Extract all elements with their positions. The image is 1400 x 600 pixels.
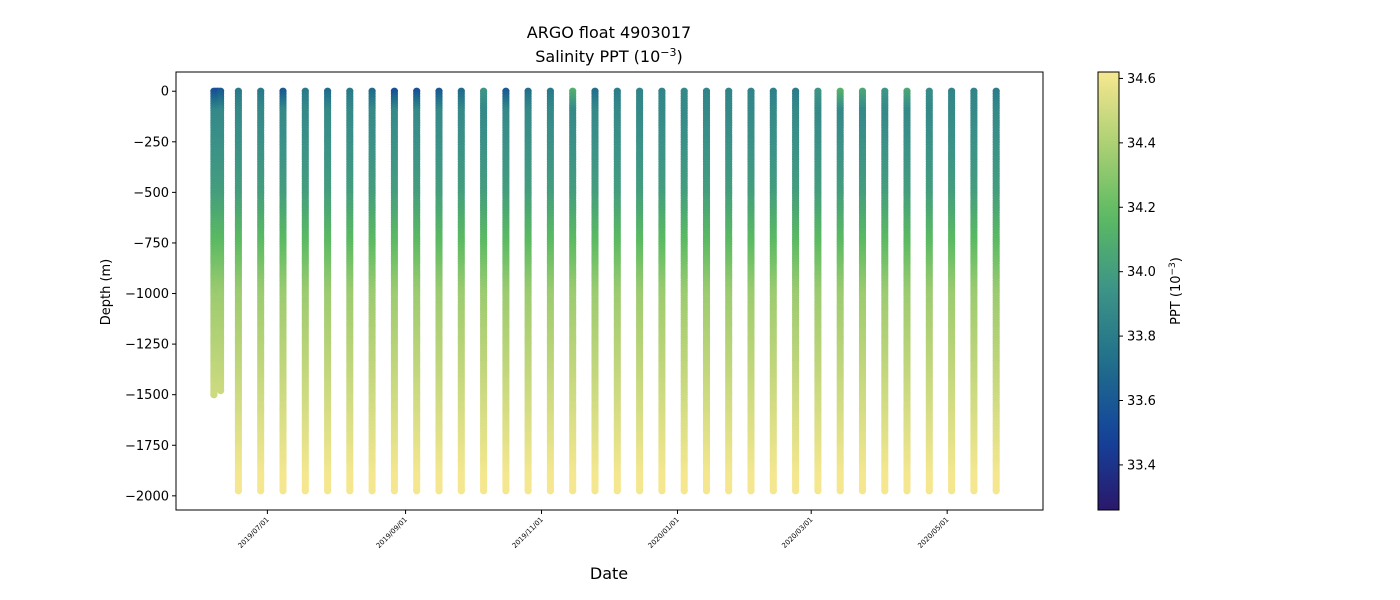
profile-2019-12-05 bbox=[613, 87, 621, 495]
title-line2-main: Salinity PPT (10 bbox=[535, 47, 660, 66]
profile-point bbox=[569, 487, 577, 495]
profile-2019-08-17 bbox=[368, 87, 376, 495]
profile-2019-11-25 bbox=[591, 87, 599, 495]
profile-point bbox=[792, 487, 800, 495]
title-line2-sup: −3 bbox=[660, 46, 676, 59]
profile-2020-01-04 bbox=[680, 87, 688, 495]
profile-point bbox=[769, 487, 777, 495]
profile-2020-03-14 bbox=[836, 87, 844, 495]
profile-point bbox=[658, 487, 666, 495]
profile-point bbox=[613, 487, 621, 495]
profile-point bbox=[257, 487, 265, 495]
profile-2019-12-15 bbox=[636, 87, 644, 495]
profile-point bbox=[368, 487, 376, 495]
profile-point bbox=[210, 391, 218, 399]
profile-point bbox=[413, 487, 421, 495]
profile-2019-09-16 bbox=[435, 87, 443, 495]
profile-2019-12-25 bbox=[658, 87, 666, 495]
profile-2019-06-28 bbox=[257, 87, 265, 495]
profile-2019-09-26 bbox=[457, 87, 465, 495]
profile-2019-11-15 bbox=[569, 87, 577, 495]
profile-2020-02-03 bbox=[747, 87, 755, 495]
profile-2019-11-05 bbox=[546, 87, 555, 495]
profile-point bbox=[747, 487, 755, 495]
profile-point bbox=[301, 487, 309, 495]
chart-title-line1: ARGO float 4903017 bbox=[527, 23, 691, 42]
profile-2020-02-13 bbox=[769, 87, 777, 495]
profile-point bbox=[279, 487, 287, 495]
profile-point bbox=[814, 487, 822, 495]
profile-2019-10-06 bbox=[480, 87, 488, 495]
profile-point bbox=[546, 487, 555, 495]
profile-2019-07-18 bbox=[301, 87, 309, 495]
profile-point bbox=[636, 487, 644, 495]
profile-point bbox=[457, 487, 465, 495]
profile-point bbox=[390, 487, 398, 495]
title-line2-end: ) bbox=[677, 47, 683, 66]
profile-2019-07-08 bbox=[279, 87, 287, 495]
profile-point bbox=[217, 387, 225, 395]
profile-point bbox=[435, 487, 443, 495]
profile-2019-08-27 bbox=[390, 87, 398, 495]
profile-point bbox=[725, 487, 733, 495]
profile-point bbox=[502, 487, 510, 495]
profile-2019-08-07 bbox=[346, 87, 354, 495]
profile-point bbox=[680, 487, 688, 495]
profile-2019-10-26 bbox=[524, 87, 532, 495]
profile-2019-06-10 bbox=[217, 87, 225, 395]
profile-point bbox=[524, 487, 532, 495]
profile-2020-01-14 bbox=[702, 87, 711, 495]
plot-area bbox=[176, 72, 1043, 510]
profile-point bbox=[702, 487, 711, 495]
profile-point bbox=[346, 487, 354, 495]
profile-2020-03-04 bbox=[814, 87, 822, 495]
profile-2019-06-18 bbox=[234, 87, 242, 495]
profile-2019-09-06 bbox=[413, 87, 421, 495]
profile-2019-07-28 bbox=[324, 87, 332, 495]
profile-point bbox=[324, 487, 332, 495]
profile-point bbox=[234, 487, 242, 495]
profiles-layer bbox=[210, 87, 1000, 495]
chart-title-line2: Salinity PPT (10−3) bbox=[535, 46, 683, 67]
profile-point bbox=[591, 487, 599, 495]
profile-2020-01-24 bbox=[725, 87, 733, 495]
profile-2020-02-23 bbox=[792, 87, 800, 495]
profile-point bbox=[480, 487, 488, 495]
profile-2019-10-16 bbox=[502, 87, 510, 495]
